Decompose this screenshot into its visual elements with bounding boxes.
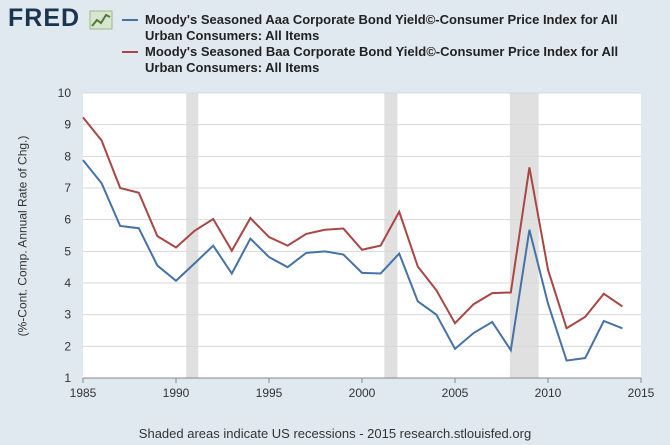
x-tick-label: 1990	[163, 386, 190, 400]
series-line	[82, 159, 623, 362]
logo: FRED	[8, 4, 81, 32]
legend-entry: Moody's Seasoned Aaa Corporate Bond Yiel…	[122, 12, 625, 44]
x-tick-label: 1985	[70, 386, 97, 400]
y-axis-label: (%-Cont. Comp. Annual Rate of Chg.)	[14, 135, 29, 336]
legend-swatch	[122, 19, 138, 21]
y-tick-label: 7	[64, 181, 71, 195]
y-tick-label: 4	[64, 276, 71, 290]
legend-entry: Moody's Seasoned Baa Corporate Bond Yiel…	[122, 44, 625, 76]
x-tick-label: 1995	[256, 386, 283, 400]
y-tick-label: 3	[64, 308, 71, 322]
series-line	[82, 116, 623, 330]
recession-band	[186, 93, 199, 378]
logo-icon	[89, 10, 113, 30]
x-tick-label: 2000	[349, 386, 376, 400]
recession-band	[384, 93, 398, 378]
x-tick-label: 2010	[535, 386, 562, 400]
y-tick-label: 9	[64, 118, 71, 132]
plot-area	[83, 93, 641, 378]
legend-label: Moody's Seasoned Baa Corporate Bond Yiel…	[145, 44, 619, 75]
legend-label: Moody's Seasoned Aaa Corporate Bond Yiel…	[145, 12, 618, 43]
y-tick-label: 8	[64, 149, 71, 163]
y-tick-label: 1	[64, 371, 71, 385]
y-tick-label: 6	[64, 213, 71, 227]
x-tick-label: 2005	[442, 386, 469, 400]
y-tick-label: 5	[64, 244, 71, 258]
y-tick-label: 10	[58, 86, 72, 100]
recession-band	[509, 93, 539, 378]
y-tick-label: 2	[64, 339, 71, 353]
x-tick-label: 2015	[628, 386, 655, 400]
legend-swatch	[122, 51, 138, 53]
footnote: Shaded areas indicate US recessions - 20…	[138, 426, 532, 441]
